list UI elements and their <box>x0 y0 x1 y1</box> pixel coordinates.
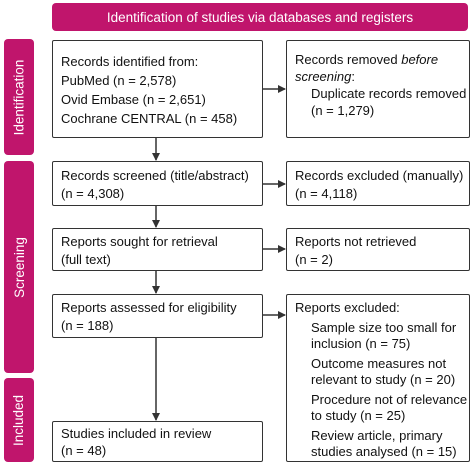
reports-assessed-label: Reports assessed for eligibility <box>61 300 237 315</box>
records-excluded-label: Records excluded (manually) <box>295 168 464 183</box>
duplicates-label: Duplicate records removed <box>311 86 467 101</box>
records-identified-embase: Ovid Embase (n = 2,651) <box>61 92 206 107</box>
reason-review-article-line-2: studies analysed (n = 15) <box>311 444 457 459</box>
records-removed-heading-2: screening: <box>295 68 461 85</box>
box-reports-excluded: Reports excluded: Sample size too small … <box>286 294 470 462</box>
reports-sought-label: Reports sought for retrieval <box>61 234 218 249</box>
records-removed-heading: Records removed before <box>295 51 461 68</box>
studies-included-count: (n = 48) <box>61 443 107 458</box>
reason-review-article: Review article, primary studies analysed… <box>295 428 461 460</box>
box-records-removed: Records removed before screening: Duplic… <box>286 40 470 138</box>
reason-procedure-line-2: to study (n = 25) <box>311 408 406 423</box>
reason-procedure: Procedure not of relevance to study (n =… <box>295 392 468 424</box>
reason-outcome-measures-line-2: relevant to study (n = 20) <box>311 372 456 387</box>
header-banner: Identification of studies via databases … <box>52 3 468 31</box>
reason-procedure-line-1: Procedure not of relevance <box>311 392 468 407</box>
reason-sample-size-line-1: Sample size too small for <box>311 320 457 335</box>
records-screened-count: (n = 4,308) <box>61 186 125 201</box>
records-identified-pubmed: PubMed (n = 2,578) <box>61 73 177 88</box>
records-removed-duplicates: Duplicate records removed (n = 1,279) <box>295 85 467 119</box>
box-records-excluded: Records excluded (manually) (n = 4,118) <box>286 161 470 206</box>
box-records-screened: Records screened (title/abstract) (n = 4… <box>52 161 263 206</box>
records-removed-prefix: Records removed <box>295 52 402 67</box>
records-excluded-count: (n = 4,118) <box>295 186 358 201</box>
box-studies-included: Studies included in review (n = 48) <box>52 421 263 462</box>
reason-review-article-line-1: Review article, primary <box>311 428 443 443</box>
records-removed-screening: screening <box>295 69 352 84</box>
box-reports-not-retrieved: Reports not retrieved (n = 2) <box>286 228 470 271</box>
reports-sought-detail: (full text) <box>61 252 111 267</box>
records-removed-before: before <box>401 52 439 67</box>
reports-excluded-title: Reports excluded: <box>295 300 400 315</box>
phase-included: Included <box>4 378 34 462</box>
studies-included-label: Studies included in review <box>61 426 212 441</box>
phase-identification: Identification <box>4 39 34 155</box>
records-identified-cochrane: Cochrane CENTRAL (n = 458) <box>61 111 238 126</box>
records-screened-label: Records screened (title/abstract) <box>61 168 249 183</box>
header-title: Identification of studies via databases … <box>106 9 414 25</box>
duplicates-count: (n = 1,279) <box>311 103 375 118</box>
phase-screening: Screening <box>4 161 34 373</box>
box-reports-sought: Reports sought for retrieval (full text) <box>52 228 263 271</box>
box-reports-assessed: Reports assessed for eligibility (n = 18… <box>52 294 263 338</box>
reports-not-retrieved-label: Reports not retrieved <box>295 234 417 249</box>
reason-outcome-measures: Outcome measures not relevant to study (… <box>295 356 461 388</box>
records-removed-colon: : <box>351 69 355 84</box>
reason-sample-size: Sample size too small for inclusion (n =… <box>295 320 461 352</box>
reason-sample-size-line-2: inclusion (n = 75) <box>311 336 411 351</box>
reason-outcome-measures-line-1: Outcome measures not <box>311 356 447 371</box>
reports-not-retrieved-count: (n = 2) <box>295 252 333 267</box>
records-identified-heading: Records identified from: <box>61 54 199 69</box>
box-records-identified: Records identified from: PubMed (n = 2,5… <box>52 40 263 138</box>
reports-assessed-count: (n = 188) <box>61 318 114 333</box>
